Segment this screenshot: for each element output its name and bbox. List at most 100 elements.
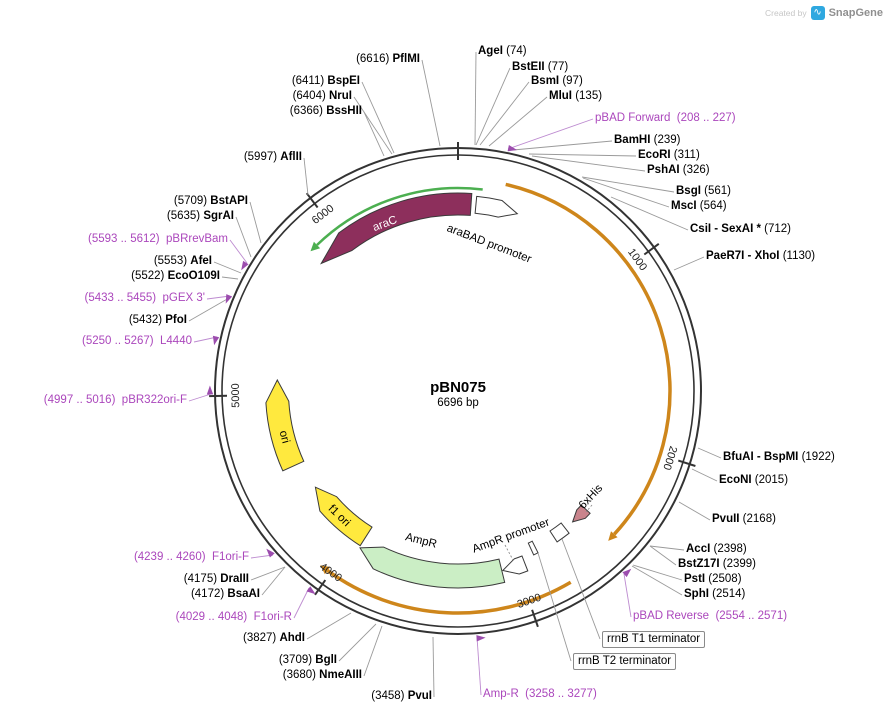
plasmid-name: pBN075 bbox=[430, 379, 486, 396]
feature-rrnB-T1[interactable] bbox=[549, 522, 570, 543]
primer-label-pBR322oriF[interactable]: (4997 .. 5016) pBR322ori-F bbox=[43, 394, 187, 406]
primer-label-AmpR-primer[interactable]: Amp-R (3258 .. 3277) bbox=[483, 688, 597, 700]
leader-line-EcoRI bbox=[528, 153, 637, 157]
leader-line-EcoO109I bbox=[221, 276, 239, 280]
primer-label-L4440[interactable]: (5250 .. 5267) L4440 bbox=[82, 335, 192, 347]
primer-marker-pBR322oriF[interactable] bbox=[206, 385, 214, 395]
site-label-EcoNI[interactable]: EcoNI (2015) bbox=[719, 474, 789, 486]
leader-line-F1oriR bbox=[293, 587, 310, 619]
leader-line-rrnB-T1-label bbox=[561, 538, 601, 640]
site-label-BssHII[interactable]: (6366) BssHII bbox=[289, 105, 362, 117]
site-label-SgrAI[interactable]: (5635) SgrAI bbox=[166, 210, 234, 222]
feature-AmpR-promoter[interactable] bbox=[501, 555, 529, 575]
primer-label-pBRrevBam[interactable]: (5593 .. 5612) pBRrevBam bbox=[88, 233, 228, 245]
site-label-MluI[interactable]: MluI (135) bbox=[549, 90, 603, 102]
site-label-BsaAI[interactable]: (4172) BsaAI bbox=[190, 588, 260, 600]
site-label-BstEII[interactable]: BstEII (77) bbox=[512, 61, 569, 73]
feature-orf1[interactable] bbox=[505, 182, 672, 536]
site-label-CsiI-SexAI[interactable]: CsiI - SexAI * (712) bbox=[690, 223, 791, 235]
site-label-MscI[interactable]: MscI (564) bbox=[671, 200, 727, 212]
tick-label-5000: 5000 bbox=[230, 383, 243, 408]
site-label-PfoI[interactable]: (5432) PfoI bbox=[128, 314, 187, 326]
feature-ori[interactable] bbox=[265, 378, 305, 472]
site-label-EcoRI[interactable]: EcoRI (311) bbox=[638, 149, 700, 161]
leader-line-BsgI bbox=[581, 176, 675, 193]
site-label-PstI[interactable]: PstI (2508) bbox=[684, 573, 742, 585]
primer-label-F1oriR[interactable]: (4029 .. 4048) F1ori-R bbox=[175, 611, 292, 623]
site-label-EcoO109I[interactable]: (5522) EcoO109I bbox=[131, 270, 220, 282]
feature-orf2[interactable] bbox=[326, 569, 572, 615]
leader-line-BsaAI bbox=[261, 566, 286, 596]
primer-label-pBADReverse[interactable]: pBAD Reverse (2554 .. 2571) bbox=[633, 610, 788, 622]
site-label-BfuAI-BspMI[interactable]: BfuAI - BspMI (1922) bbox=[723, 451, 835, 463]
site-label-NmeAIII[interactable]: (3680) NmeAIII bbox=[282, 669, 362, 681]
primer-label-F1oriF[interactable]: (4239 .. 4260) F1ori-F bbox=[133, 551, 249, 563]
primer-marker-AmpR-primer[interactable] bbox=[476, 635, 486, 642]
primer-marker-pBADReverse[interactable] bbox=[622, 568, 632, 578]
site-label-BamHI[interactable]: BamHI (239) bbox=[614, 134, 681, 146]
feature-rrnB-T2[interactable] bbox=[527, 540, 539, 556]
leader-line-MscI bbox=[582, 177, 670, 208]
site-label-PvuI[interactable]: (3458) PvuI bbox=[371, 690, 432, 702]
site-label-BstAPI[interactable]: (5709) BstAPI bbox=[173, 195, 248, 207]
feature-araBAD-promoter[interactable] bbox=[474, 195, 519, 218]
site-label-BstZ17I[interactable]: BstZ17I (2399) bbox=[678, 558, 756, 570]
feature-box-label-rrnB-T2-label[interactable]: rrnB T2 terminator bbox=[573, 653, 677, 670]
leader-line-AflII bbox=[303, 157, 309, 196]
dotted-leader-1 bbox=[585, 504, 593, 513]
primer-label-pBADForward[interactable]: pBAD Forward (208 .. 227) bbox=[595, 112, 736, 124]
tick-mark-3000 bbox=[531, 609, 539, 628]
site-label-AflII[interactable]: (5997) AflII bbox=[243, 151, 302, 163]
site-label-PshAI[interactable]: PshAI (326) bbox=[647, 164, 710, 176]
site-label-PflMI[interactable]: (6616) PflMI bbox=[356, 53, 420, 65]
leader-line-BglI bbox=[338, 623, 377, 662]
primer-marker-pGEX3[interactable] bbox=[225, 294, 233, 304]
feature-araC-marker[interactable] bbox=[316, 186, 483, 246]
leader-line-NmeAIII bbox=[363, 625, 383, 677]
primer-marker-L4440[interactable] bbox=[212, 335, 220, 346]
leader-line-PfoI bbox=[188, 297, 230, 322]
feature-AmpR[interactable] bbox=[359, 546, 506, 589]
site-label-DraIII[interactable]: (4175) DraIII bbox=[183, 573, 249, 585]
site-label-BsmI[interactable]: BsmI (97) bbox=[531, 75, 583, 87]
leader-line-pBRrevBam bbox=[229, 239, 248, 264]
primer-label-pGEX3[interactable]: (5433 .. 5455) pGEX 3' bbox=[84, 292, 205, 304]
feature-orf2-arrowhead-icon bbox=[320, 565, 331, 575]
dotted-leader-0 bbox=[504, 544, 514, 561]
site-label-AfeI[interactable]: (5553) AfeI bbox=[153, 255, 212, 267]
leader-line-NruI bbox=[353, 96, 393, 155]
tick-mark-2000 bbox=[677, 459, 696, 467]
site-label-BglI[interactable]: (3709) BglI bbox=[278, 654, 337, 666]
primer-marker-pBRrevBam[interactable] bbox=[241, 260, 249, 271]
site-label-PaeR7I-XhoI[interactable]: PaeR7I - XhoI (1130) bbox=[706, 250, 816, 262]
leader-line-AfeI bbox=[213, 261, 242, 274]
leader-line-PflMI bbox=[421, 59, 441, 147]
feature-box-label-rrnB-T1-label[interactable]: rrnB T1 terminator bbox=[602, 631, 706, 648]
plasmid-title-block: pBN075 6696 bp bbox=[430, 379, 486, 410]
snapgene-brand: SnapGene bbox=[828, 7, 883, 19]
feature-araC[interactable] bbox=[320, 192, 473, 265]
site-label-AgeI[interactable]: AgeI (74) bbox=[478, 45, 527, 57]
primer-marker-F1oriR[interactable] bbox=[306, 586, 316, 595]
leader-line-rrnB-T2-label bbox=[537, 552, 572, 662]
primer-marker-F1oriF[interactable] bbox=[266, 548, 275, 558]
site-label-AccI[interactable]: AccI (2398) bbox=[686, 543, 747, 555]
snapgene-logo-icon: ∿ bbox=[810, 6, 825, 20]
leader-line-PvuI bbox=[432, 636, 435, 698]
created-by-text: Created by bbox=[765, 8, 807, 18]
primer-marker-pBADForward[interactable] bbox=[507, 145, 518, 152]
leader-line-EcoNI bbox=[691, 468, 718, 482]
site-label-AhdI[interactable]: (3827) AhdI bbox=[243, 632, 305, 644]
leader-line-AccI bbox=[649, 545, 685, 551]
feature-his6[interactable] bbox=[571, 504, 591, 523]
site-label-BsgI[interactable]: BsgI (561) bbox=[676, 185, 731, 197]
feature-f1-ori[interactable] bbox=[314, 486, 373, 547]
site-label-NruI[interactable]: (6404) NruI bbox=[292, 90, 352, 102]
leader-line-PstI bbox=[632, 564, 683, 581]
site-label-BspEI[interactable]: (6411) BspEI bbox=[291, 75, 360, 87]
plasmid-size: 6696 bp bbox=[437, 397, 479, 409]
site-label-SphI[interactable]: SphI (2514) bbox=[684, 588, 746, 600]
site-label-PvuII[interactable]: PvuII (2168) bbox=[712, 513, 776, 525]
